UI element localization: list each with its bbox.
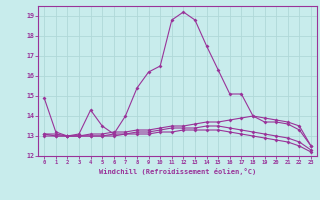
X-axis label: Windchill (Refroidissement éolien,°C): Windchill (Refroidissement éolien,°C) [99, 168, 256, 175]
